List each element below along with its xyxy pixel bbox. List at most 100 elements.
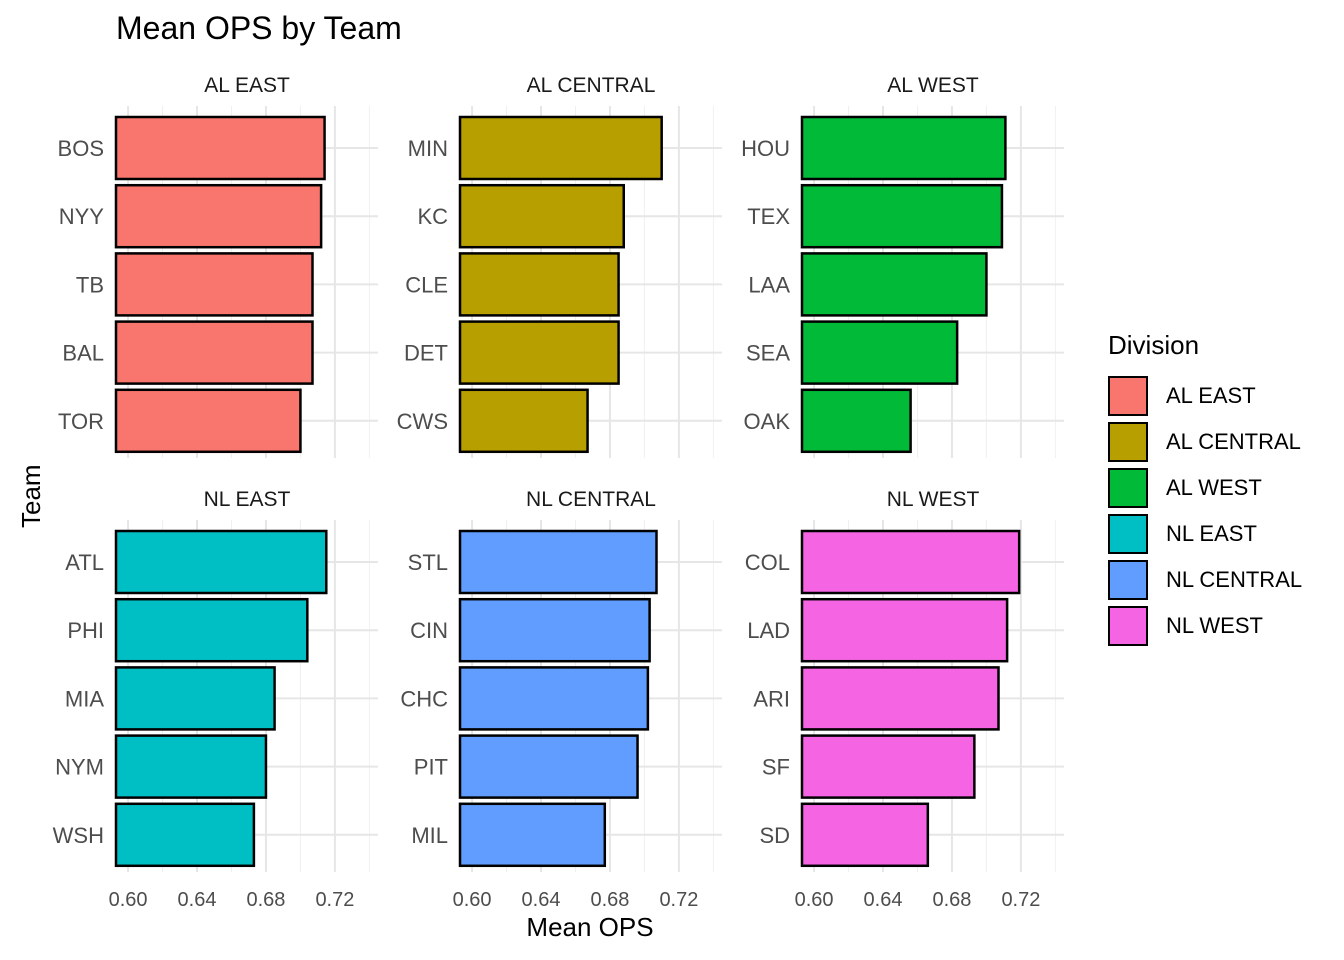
bar-mia bbox=[114, 666, 276, 731]
legend-swatch bbox=[1108, 376, 1148, 416]
tick-label-y: LAA bbox=[748, 272, 790, 297]
tick-label-y: MIA bbox=[65, 686, 104, 711]
bar-laa bbox=[800, 252, 988, 317]
tick-label-y: TB bbox=[76, 272, 104, 297]
bar-cle bbox=[458, 252, 620, 317]
tick-label-y: NYM bbox=[55, 755, 104, 780]
bar-min bbox=[458, 115, 663, 181]
legend-label: NL CENTRAL bbox=[1166, 567, 1303, 592]
y-axis-label-wrap: Team bbox=[8, 464, 48, 530]
bar-cws bbox=[458, 388, 589, 454]
legend-item-al-central: AL CENTRAL bbox=[1108, 419, 1302, 465]
bar-sf bbox=[800, 734, 976, 799]
y-axis-label: Team bbox=[16, 464, 46, 528]
tick-label-x: 0.60 bbox=[109, 889, 148, 911]
tick-label-y: KC bbox=[417, 204, 448, 229]
legend-swatch bbox=[1108, 514, 1148, 554]
tick-label-x: 0.60 bbox=[453, 889, 492, 911]
bar-nyy bbox=[114, 183, 323, 249]
tick-label-y: DET bbox=[404, 341, 448, 366]
tick-label-y: BAL bbox=[62, 341, 104, 366]
tick-label-x: 0.68 bbox=[932, 889, 971, 911]
bar-bos bbox=[114, 115, 326, 181]
panel-title-nl-central: NL CENTRAL bbox=[526, 488, 656, 511]
tick-label-y: SF bbox=[762, 755, 790, 780]
tick-label-y: ARI bbox=[753, 686, 790, 711]
legend-label: AL WEST bbox=[1166, 475, 1262, 500]
bar-phi bbox=[114, 597, 309, 663]
bar-tex bbox=[800, 183, 1004, 249]
bar-chc bbox=[458, 666, 650, 731]
bar-wsh bbox=[114, 802, 256, 868]
tick-label-y: ATL bbox=[65, 550, 104, 575]
legend: Division AL EAST AL CENTRAL AL WEST NL EAST… bbox=[1108, 330, 1302, 649]
bar-pit bbox=[458, 734, 639, 799]
tick-label-y: COL bbox=[745, 550, 790, 575]
panel-title-al-east: AL EAST bbox=[204, 74, 290, 97]
legend-swatch bbox=[1108, 468, 1148, 508]
legend-item-nl-central: NL CENTRAL bbox=[1108, 557, 1302, 603]
tick-label-y: TOR bbox=[58, 409, 104, 434]
tick-label-y: TEX bbox=[747, 204, 790, 229]
tick-label-y: CLE bbox=[405, 272, 448, 297]
legend-item-al-west: AL WEST bbox=[1108, 465, 1302, 511]
bar-atl bbox=[114, 529, 328, 595]
panel-title-al-central: AL CENTRAL bbox=[527, 74, 656, 97]
bar-stl bbox=[458, 529, 658, 595]
bar-nym bbox=[114, 734, 268, 799]
legend-label: NL WEST bbox=[1166, 613, 1263, 638]
tick-label-y: OAK bbox=[744, 409, 791, 434]
bar-det bbox=[458, 320, 620, 385]
tick-label-y: MIL bbox=[411, 823, 448, 848]
legend-swatch bbox=[1108, 606, 1148, 646]
tick-label-y: SD bbox=[759, 823, 790, 848]
bar-sea bbox=[800, 320, 959, 385]
tick-label-y: BOS bbox=[58, 136, 104, 161]
bar-sd bbox=[800, 802, 930, 868]
tick-label-y: LAD bbox=[747, 618, 790, 643]
tick-label-x: 0.72 bbox=[315, 889, 354, 911]
legend-items: AL EAST AL CENTRAL AL WEST NL EAST NL CENTRA… bbox=[1108, 373, 1302, 649]
tick-label-y: STL bbox=[408, 550, 448, 575]
legend-label: AL EAST bbox=[1166, 383, 1256, 408]
bar-bal bbox=[114, 320, 314, 385]
bar-oak bbox=[800, 388, 912, 454]
bar-ari bbox=[800, 666, 1000, 731]
chart-title: Mean OPS by Team bbox=[116, 10, 402, 46]
tick-label-x: 0.72 bbox=[1001, 889, 1040, 911]
legend-label: AL CENTRAL bbox=[1166, 429, 1301, 454]
tick-label-y: CHC bbox=[400, 686, 448, 711]
legend-swatch bbox=[1108, 422, 1148, 462]
x-axis-label: Mean OPS bbox=[526, 912, 654, 942]
tick-label-x: 0.64 bbox=[178, 889, 217, 911]
tick-label-y: HOU bbox=[741, 136, 790, 161]
bar-mil bbox=[458, 802, 607, 868]
tick-label-y: PIT bbox=[414, 755, 448, 780]
bar-tb bbox=[114, 252, 314, 317]
bar-kc bbox=[458, 183, 625, 249]
tick-label-y: CWS bbox=[397, 409, 448, 434]
tick-label-x: 0.64 bbox=[522, 889, 561, 911]
tick-label-x: 0.72 bbox=[659, 889, 698, 911]
tick-label-y: PHI bbox=[67, 618, 104, 643]
bar-tor bbox=[114, 388, 302, 454]
bar-cin bbox=[458, 597, 651, 663]
tick-label-x: 0.60 bbox=[795, 889, 834, 911]
panel-title-nl-west: NL WEST bbox=[887, 488, 980, 511]
panel-title-al-west: AL WEST bbox=[887, 74, 979, 97]
tick-label-y: CIN bbox=[410, 618, 448, 643]
legend-swatch bbox=[1108, 560, 1148, 600]
tick-label-y: MIN bbox=[408, 136, 448, 161]
tick-label-y: NYY bbox=[59, 204, 105, 229]
legend-item-al-east: AL EAST bbox=[1108, 373, 1302, 419]
tick-label-x: 0.68 bbox=[590, 889, 629, 911]
panel-title-nl-east: NL EAST bbox=[204, 488, 291, 511]
bar-hou bbox=[800, 115, 1007, 181]
tick-label-x: 0.64 bbox=[864, 889, 903, 911]
bar-lad bbox=[800, 597, 1009, 663]
bar-col bbox=[800, 529, 1021, 595]
legend-label: NL EAST bbox=[1166, 521, 1257, 546]
legend-item-nl-west: NL WEST bbox=[1108, 603, 1302, 649]
legend-title: Division bbox=[1108, 330, 1200, 360]
